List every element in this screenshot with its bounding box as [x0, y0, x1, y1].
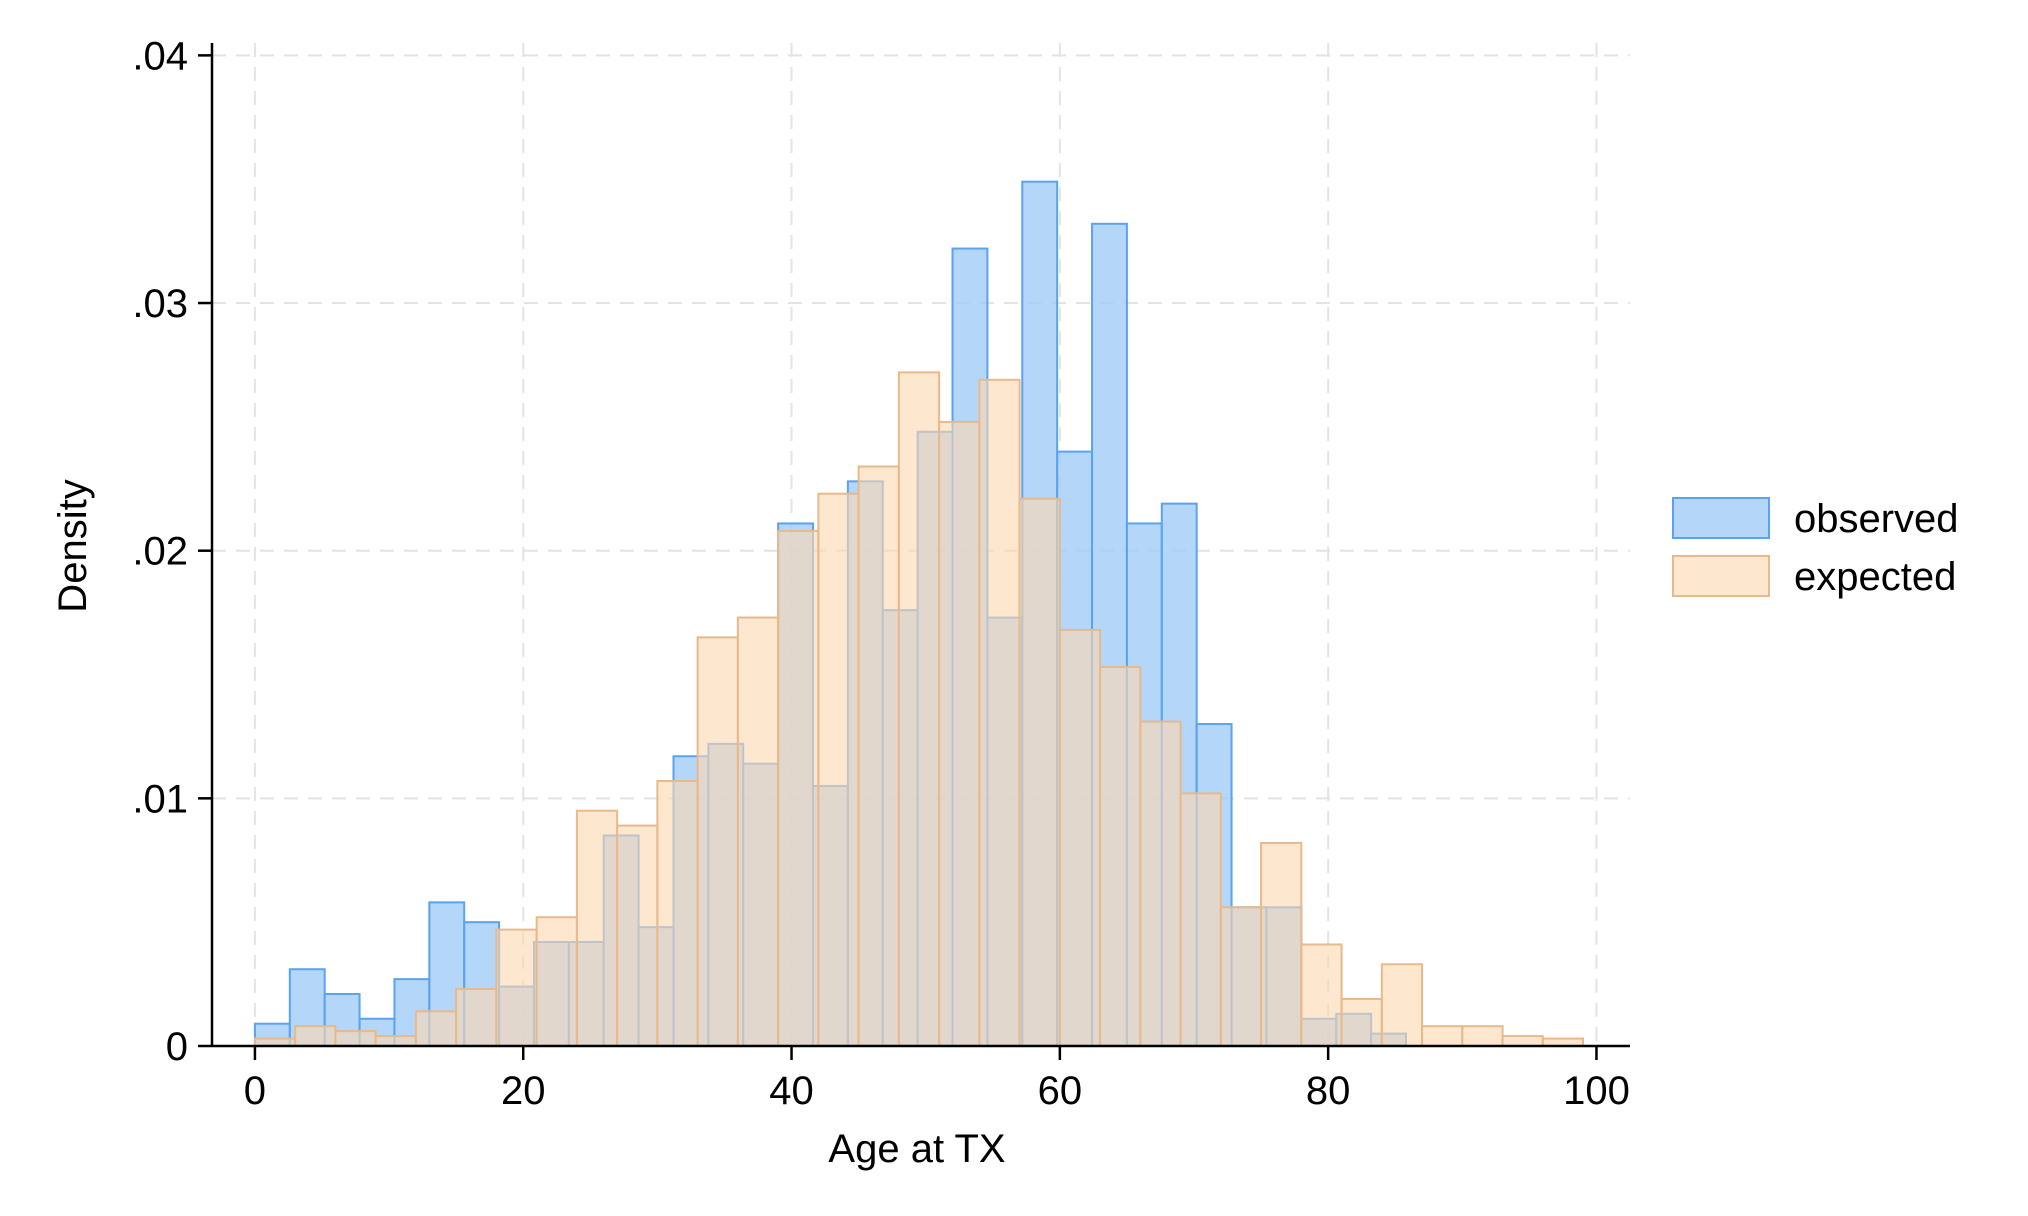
expected-bar-28 — [1380, 963, 1424, 1047]
expected-bar-12 — [736, 616, 780, 1048]
expected-bar-2 — [334, 1030, 377, 1048]
x-tick-label-5: 100 — [1563, 1069, 1630, 1113]
expected-bar-8 — [575, 809, 619, 1047]
y-tick-label-3: .03 — [132, 282, 188, 326]
expected-bar-24 — [1219, 906, 1263, 1048]
legend-swatch-expected — [1672, 555, 1770, 597]
legend-label-observed: observed — [1794, 497, 1959, 541]
expected-bar-13 — [777, 529, 820, 1047]
expected-bar-30 — [1461, 1025, 1504, 1047]
expected-bar-15 — [857, 465, 900, 1047]
expected-bar-9 — [616, 824, 659, 1047]
x-tick-label-4: 80 — [1306, 1069, 1351, 1113]
y-tick-label-1: .01 — [132, 777, 188, 821]
expected-bar-6 — [495, 928, 538, 1048]
x-tick-label-1: 20 — [501, 1069, 546, 1113]
expected-bar-5 — [455, 988, 498, 1047]
expected-bar-22 — [1139, 720, 1182, 1047]
expected-bar-14 — [817, 492, 860, 1048]
legend-swatch-observed — [1672, 497, 1770, 539]
expected-bar-16 — [897, 371, 941, 1047]
expected-bar-3 — [374, 1035, 417, 1048]
expected-bar-10 — [656, 780, 699, 1047]
histogram-bars — [253, 180, 1585, 1048]
expected-bar-18 — [978, 378, 1021, 1047]
expected-bar-17 — [938, 420, 981, 1047]
expected-bar-27 — [1340, 997, 1383, 1047]
x-tick-label-3: 60 — [1038, 1069, 1083, 1113]
y-axis-title: Density — [51, 479, 95, 612]
legend-label-expected: expected — [1794, 555, 1956, 599]
axes — [198, 43, 1630, 1060]
expected-bar-19 — [1018, 497, 1061, 1047]
expected-bar-11 — [696, 636, 739, 1047]
y-tick-label-0: 0 — [166, 1025, 188, 1069]
y-tick-label-2: .02 — [132, 530, 188, 574]
expected-bar-1 — [294, 1025, 337, 1047]
expected-bar-4 — [414, 1010, 458, 1047]
x-axis-title: Age at TX — [828, 1127, 1005, 1171]
legend: observed expected — [1672, 497, 1959, 599]
x-tick-label-0: 0 — [244, 1069, 266, 1113]
expected-bar-23 — [1179, 792, 1222, 1047]
expected-bar-29 — [1421, 1025, 1464, 1047]
expected-bar-26 — [1300, 943, 1343, 1047]
x-tick-label-2: 40 — [769, 1069, 814, 1113]
expected-bar-25 — [1260, 841, 1303, 1047]
expected-bar-20 — [1058, 628, 1102, 1047]
expected-bar-21 — [1099, 666, 1142, 1047]
series-expected — [253, 371, 1585, 1048]
tick-labels: 0 20 40 60 80 100 0 .01 .02 .03 .04 — [132, 34, 1629, 1113]
expected-bar-7 — [535, 916, 578, 1047]
expected-bar-31 — [1501, 1035, 1544, 1048]
y-tick-label-4: .04 — [132, 34, 188, 78]
